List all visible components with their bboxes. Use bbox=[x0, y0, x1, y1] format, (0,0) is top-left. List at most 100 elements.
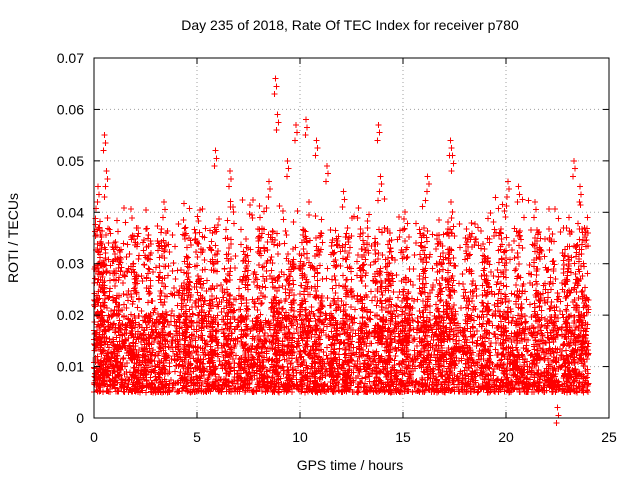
data-point bbox=[379, 292, 386, 299]
data-point bbox=[231, 345, 238, 352]
data-point bbox=[372, 273, 379, 280]
data-point bbox=[411, 336, 418, 343]
data-point bbox=[176, 292, 183, 299]
data-point bbox=[244, 373, 251, 380]
data-point bbox=[493, 281, 500, 288]
data-point bbox=[497, 331, 504, 338]
data-point bbox=[393, 320, 400, 327]
data-point bbox=[391, 357, 398, 364]
data-point bbox=[460, 292, 467, 299]
data-point bbox=[524, 358, 531, 365]
data-point bbox=[407, 322, 414, 329]
data-point bbox=[411, 252, 418, 259]
data-point bbox=[382, 374, 389, 381]
data-point bbox=[413, 387, 420, 394]
data-point bbox=[179, 358, 186, 365]
data-point bbox=[235, 360, 242, 367]
data-point bbox=[429, 265, 436, 272]
data-point bbox=[410, 326, 417, 333]
data-point bbox=[299, 337, 306, 344]
data-point bbox=[305, 198, 312, 205]
data-point bbox=[283, 316, 290, 323]
data-point bbox=[305, 331, 312, 338]
data-point bbox=[522, 336, 529, 343]
data-point bbox=[250, 356, 257, 363]
data-point bbox=[396, 227, 403, 234]
data-point bbox=[439, 249, 446, 256]
data-point bbox=[560, 257, 567, 264]
data-point bbox=[450, 223, 457, 230]
data-point bbox=[339, 243, 346, 250]
data-point bbox=[487, 352, 494, 359]
data-point bbox=[406, 357, 413, 364]
data-point bbox=[395, 336, 402, 343]
data-point bbox=[249, 318, 256, 325]
data-point bbox=[477, 372, 484, 379]
data-point bbox=[340, 272, 347, 279]
data-point bbox=[247, 342, 254, 349]
data-point bbox=[218, 299, 225, 306]
data-point bbox=[538, 330, 545, 337]
data-point bbox=[378, 289, 385, 296]
data-point bbox=[329, 285, 336, 292]
data-point bbox=[523, 342, 530, 349]
data-point bbox=[165, 331, 172, 338]
data-point bbox=[541, 383, 548, 390]
data-point bbox=[169, 232, 176, 239]
data-point bbox=[303, 306, 310, 313]
data-point bbox=[554, 296, 561, 303]
data-point bbox=[354, 252, 361, 259]
data-point bbox=[204, 277, 211, 284]
data-point bbox=[250, 270, 257, 277]
data-point bbox=[125, 316, 132, 323]
data-point bbox=[346, 332, 353, 339]
data-point bbox=[500, 361, 507, 368]
data-point bbox=[311, 273, 318, 280]
data-point bbox=[518, 236, 525, 243]
data-point bbox=[231, 364, 238, 371]
data-point bbox=[526, 376, 533, 383]
data-point bbox=[219, 288, 226, 295]
data-point bbox=[318, 216, 325, 223]
data-point bbox=[528, 226, 535, 233]
data-point bbox=[365, 348, 372, 355]
data-point bbox=[584, 214, 591, 221]
data-point bbox=[249, 197, 256, 204]
data-point bbox=[204, 376, 211, 383]
data-point bbox=[457, 324, 464, 331]
data-point bbox=[474, 361, 481, 368]
data-point bbox=[468, 220, 475, 227]
data-point bbox=[293, 344, 300, 351]
data-point bbox=[349, 349, 356, 356]
data-point bbox=[278, 268, 285, 275]
data-point bbox=[416, 363, 423, 370]
data-point bbox=[167, 344, 174, 351]
data-point bbox=[291, 317, 298, 324]
data-point bbox=[175, 220, 182, 227]
data-point bbox=[455, 320, 462, 327]
data-point bbox=[177, 368, 184, 375]
data-point bbox=[151, 307, 158, 314]
data-point bbox=[508, 290, 515, 297]
data-point bbox=[233, 296, 240, 303]
data-point bbox=[124, 241, 131, 248]
data-point bbox=[268, 254, 275, 261]
data-point bbox=[418, 243, 425, 250]
data-point bbox=[407, 278, 414, 285]
data-point bbox=[336, 340, 343, 347]
data-point bbox=[128, 205, 135, 212]
data-point bbox=[492, 388, 499, 395]
data-point bbox=[153, 264, 160, 271]
data-point bbox=[543, 365, 550, 372]
data-point bbox=[352, 330, 359, 337]
data-point bbox=[190, 311, 197, 318]
data-point bbox=[392, 318, 399, 325]
data-point bbox=[508, 378, 515, 385]
data-point bbox=[293, 325, 300, 332]
data-point bbox=[422, 197, 429, 204]
data-point bbox=[420, 368, 427, 375]
data-point bbox=[490, 372, 497, 379]
data-point bbox=[366, 211, 373, 218]
data-point bbox=[173, 322, 180, 329]
data-point bbox=[115, 264, 122, 271]
